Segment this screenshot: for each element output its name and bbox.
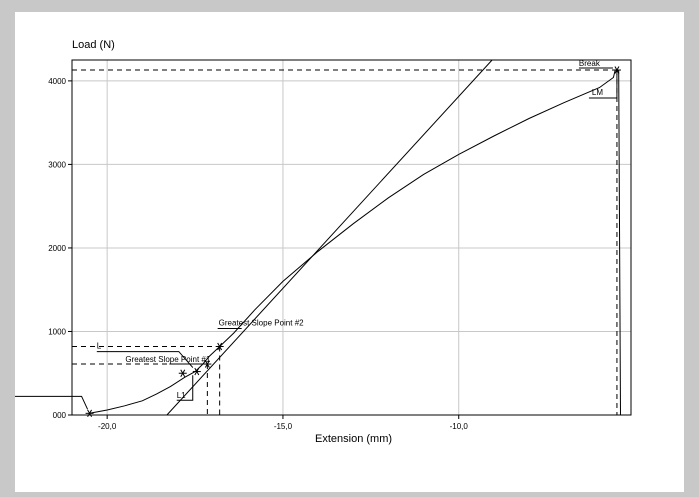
data-marker-1: [178, 369, 187, 377]
annotation-label-0: Greatest Slope Point #2: [219, 319, 304, 328]
axis-ticks: -20,0 -15,0 -10,0 000 1000 2000 3000 4000: [48, 77, 468, 431]
x-axis-label: Extension (mm): [315, 433, 392, 445]
data-marker-2: [192, 367, 201, 376]
annotation-leader-4: [0, 395, 89, 410]
plot-frame: [71, 59, 632, 416]
data-marker-0: [85, 409, 94, 418]
annotation-leader-6: [588, 74, 618, 99]
y-tick-label-1: 1000: [48, 327, 66, 336]
x-tick-label-0: -20,0: [98, 422, 117, 431]
x-tick-label-2: -10,0: [450, 422, 469, 431]
load-extension-chart: Load (N) Greatest Slope Point #2Greatest…: [0, 39, 632, 445]
series-lines: [89, 59, 621, 416]
annotations: Greatest Slope Point #2 Greatest Slope Po…: [0, 59, 618, 410]
grid: [72, 60, 631, 415]
annotation-label-1: Greatest Slope Point #1: [125, 355, 210, 364]
chart-title: Load (N): [72, 39, 115, 51]
x-tick-label-1: -15,0: [274, 422, 293, 431]
annotation-label-5: Break: [579, 59, 601, 68]
y-tick-label-4: 4000: [48, 77, 66, 86]
y-tick-label-0: 000: [53, 411, 67, 420]
y-tick-label-2: 2000: [48, 244, 66, 253]
data-markers: [85, 66, 621, 418]
annotation-label-3: L: [97, 342, 102, 351]
annotation-label-2: L1: [177, 391, 186, 400]
data-marker-4: [215, 342, 224, 351]
data-marker-5: [612, 66, 621, 74]
annotation-label-6: LM: [592, 88, 603, 97]
annotation-leader-2: [176, 375, 194, 401]
y-tick-label-3: 3000: [48, 160, 66, 169]
chart-panel: Load (N) Greatest Slope Point #2 Greatest…: [0, 12, 684, 492]
series-line-0: [89, 69, 621, 416]
annotation-leader-3: [96, 351, 194, 368]
series-line-1: [166, 59, 493, 416]
